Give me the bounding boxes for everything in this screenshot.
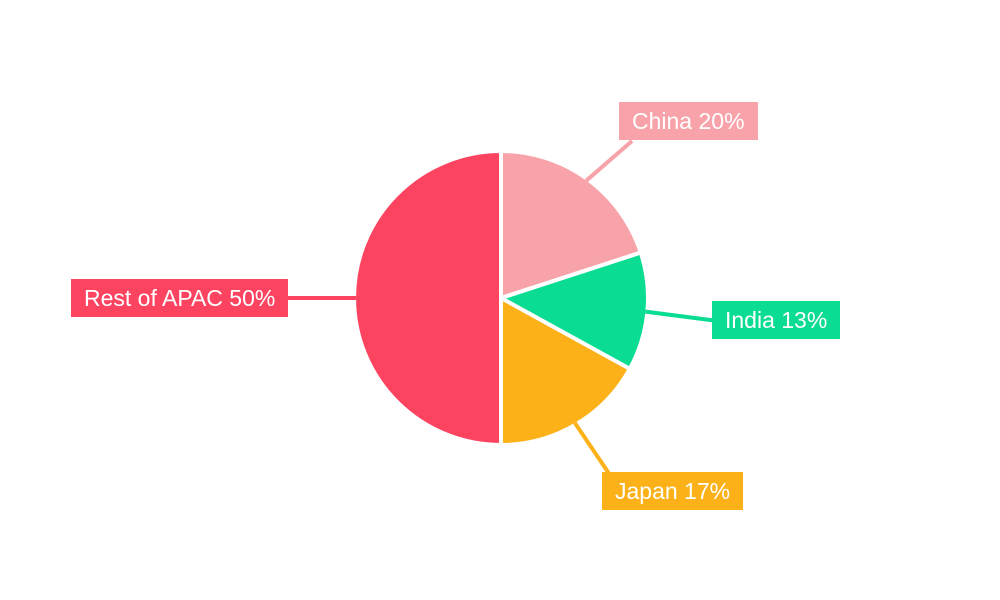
leader-line-india xyxy=(645,309,719,323)
callout-label-india: India 13% xyxy=(712,301,841,339)
leader-line-japan xyxy=(573,421,614,480)
callout-label-rest-of-apac: Rest of APAC 50% xyxy=(71,279,289,317)
pie-slice-rest-of-apac[interactable] xyxy=(352,149,503,447)
leader-line-china xyxy=(584,139,634,183)
callout-label-china: China 20% xyxy=(619,102,758,140)
callout-label-japan: Japan 17% xyxy=(602,472,744,510)
